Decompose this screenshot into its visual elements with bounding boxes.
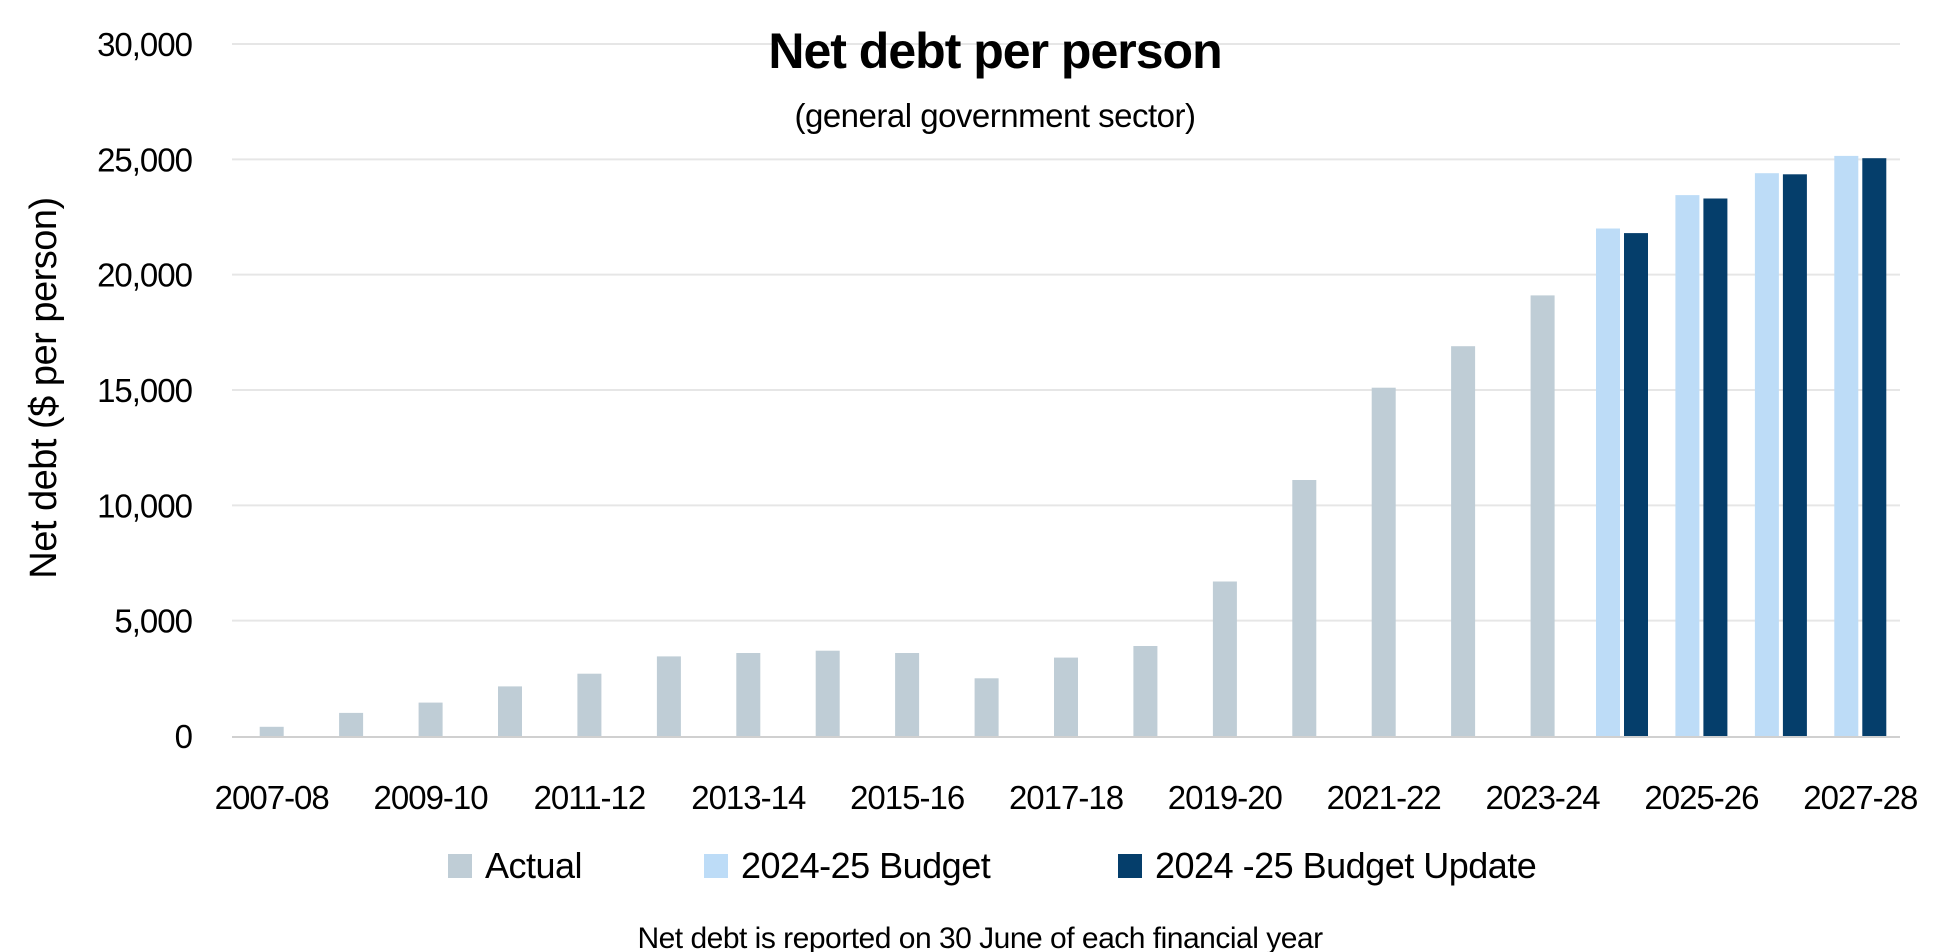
legend-item-actual: Actual [448,845,583,886]
legend-swatch-budget [704,854,728,878]
bar-budget-2024-25 [1596,228,1620,736]
bars [259,155,1887,737]
bar-actual-2021-22 [1371,387,1396,736]
bar-actual-2023-24 [1530,295,1555,736]
y-tick-label: 30,000 [97,26,193,63]
y-tick-label: 20,000 [97,257,193,294]
bar-budget-2026-27 [1754,173,1779,736]
x-tick-label: 2009-10 [374,779,489,816]
x-tick-label: 2023-24 [1486,779,1601,816]
bar-budget-update-2024-25 [1624,233,1648,736]
x-tick-label: 2011-12 [534,779,646,816]
x-tick-label: 2017-18 [1009,779,1123,816]
legend-label-budget-update: 2024 -25 Budget Update [1155,845,1536,886]
bar-actual-2020-21 [1292,480,1317,736]
y-tick-label: 0 [175,718,193,755]
x-tick-label: 2021-22 [1327,779,1441,816]
y-tick-label: 10,000 [97,487,193,524]
y-axis-label: Net debt ($ per person) [23,197,65,578]
legend-label-budget: 2024-25 Budget [741,845,991,886]
bar-actual-2008-09 [339,712,364,736]
bar-actual-2016-17 [974,678,999,736]
chart-subtitle: (general government sector) [794,97,1195,134]
legend-swatch-budget-update [1118,854,1142,878]
legend-item-budget: 2024-25 Budget [704,845,991,886]
gridlines [232,43,1900,622]
bar-actual-2019-20 [1212,581,1237,736]
bar-actual-2015-16 [895,653,920,736]
y-tick-label: 25,000 [97,141,193,178]
y-tick-label: 5,000 [114,603,192,640]
bar-budget-update-2025-26 [1703,198,1728,736]
bar-actual-2007-08 [259,726,284,736]
legend: Actual 2024-25 Budget 2024 -25 Budget Up… [448,845,1537,886]
bar-actual-2022-23 [1451,346,1476,736]
bar-actual-2013-14 [736,653,761,736]
bar-budget-2025-26 [1675,195,1700,737]
bar-actual-2017-18 [1054,657,1078,736]
x-tick-label: 2027-28 [1803,779,1917,816]
y-tick-label: 15,000 [97,372,193,409]
bar-budget-update-2027-28 [1862,158,1887,736]
bar-budget-update-2026-27 [1782,174,1807,737]
x-tick-label: 2007-08 [215,779,329,816]
chart-title: Net debt per person [768,23,1221,79]
x-tick-label: 2019-20 [1168,779,1283,816]
bar-actual-2014-15 [815,650,840,736]
x-tick-label: 2013-14 [691,779,806,816]
x-tick-label: 2025-26 [1644,779,1758,816]
legend-swatch-actual [448,854,472,878]
bar-actual-2010-11 [498,686,522,736]
bar-actual-2009-10 [418,702,443,736]
legend-item-budget-update: 2024 -25 Budget Update [1118,845,1537,886]
bar-actual-2012-13 [656,656,681,736]
bar-actual-2011-12 [577,673,602,736]
legend-label-actual: Actual [485,845,582,886]
x-tick-label: 2015-16 [850,779,964,816]
bar-actual-2018-19 [1133,646,1158,736]
x-axis-ticks: 2007-08 2009-10 2011-12 2013-14 2015-16 2017-… [215,779,1919,816]
bar-budget-2027-28 [1834,155,1859,736]
y-axis-ticks: 0 5,000 10,000 15,000 20,000 25,000 30,000 [97,26,194,755]
chart-note: Net debt is reported on 30 June of each … [637,922,1323,952]
